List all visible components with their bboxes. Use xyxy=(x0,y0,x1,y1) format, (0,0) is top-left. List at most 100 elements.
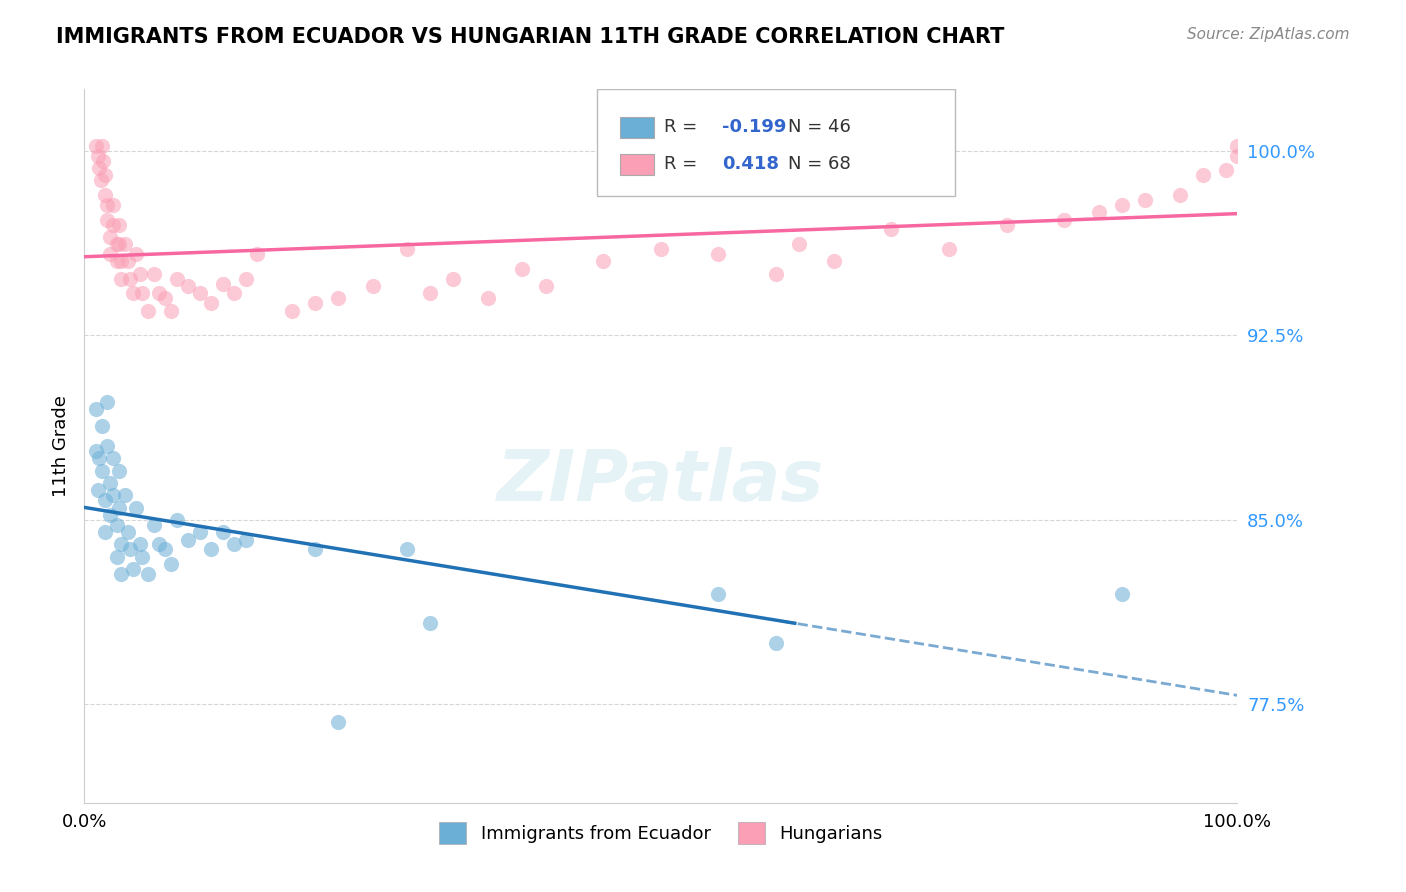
Point xyxy=(125,500,148,515)
Point xyxy=(96,198,118,212)
Point xyxy=(94,525,117,540)
Text: Source: ZipAtlas.com: Source: ZipAtlas.com xyxy=(1187,27,1350,42)
Point xyxy=(153,291,176,305)
Text: 0.418: 0.418 xyxy=(721,155,779,173)
Point xyxy=(121,562,143,576)
Point xyxy=(1226,138,1249,153)
Point xyxy=(103,451,124,466)
Point xyxy=(89,451,111,466)
Point xyxy=(650,242,672,256)
Point xyxy=(103,218,124,232)
Point xyxy=(224,286,246,301)
Point xyxy=(1215,163,1237,178)
Point xyxy=(326,291,349,305)
Point xyxy=(136,303,159,318)
Point xyxy=(361,279,384,293)
Point xyxy=(1168,188,1191,202)
Point xyxy=(823,254,845,268)
Point xyxy=(105,549,128,564)
Text: N = 68: N = 68 xyxy=(787,155,851,173)
Point xyxy=(166,513,188,527)
Point xyxy=(1226,148,1249,162)
Point xyxy=(87,483,110,498)
Point xyxy=(110,537,132,551)
Y-axis label: 11th Grade: 11th Grade xyxy=(52,395,70,497)
Point xyxy=(105,254,128,268)
Point xyxy=(148,286,170,301)
Point xyxy=(121,286,143,301)
Point xyxy=(98,508,121,522)
Point xyxy=(200,542,222,557)
Point xyxy=(84,402,107,417)
Point xyxy=(304,296,326,310)
FancyBboxPatch shape xyxy=(620,117,654,137)
Point xyxy=(87,148,110,162)
Point xyxy=(110,254,132,268)
Point xyxy=(103,488,124,502)
Point xyxy=(396,542,419,557)
Point xyxy=(787,237,810,252)
Point xyxy=(1133,193,1156,207)
Point xyxy=(592,254,614,268)
Point xyxy=(103,198,124,212)
Point xyxy=(1053,212,1076,227)
Point xyxy=(110,271,132,285)
Point xyxy=(120,542,142,557)
Point xyxy=(98,230,121,244)
FancyBboxPatch shape xyxy=(620,154,654,175)
Point xyxy=(128,267,150,281)
Point xyxy=(142,517,165,532)
Point xyxy=(98,475,121,490)
Point xyxy=(94,493,117,508)
Point xyxy=(94,188,117,202)
Point xyxy=(136,566,159,581)
Point xyxy=(200,296,222,310)
Point xyxy=(148,537,170,551)
Point xyxy=(96,212,118,227)
Point xyxy=(96,439,118,453)
Point xyxy=(938,242,960,256)
Point xyxy=(90,464,112,478)
Point xyxy=(117,525,139,540)
Point xyxy=(153,542,176,557)
Point xyxy=(419,286,441,301)
Point xyxy=(96,394,118,409)
Point xyxy=(177,533,200,547)
Point xyxy=(117,254,139,268)
Point xyxy=(995,218,1018,232)
Point xyxy=(125,247,148,261)
Point xyxy=(128,537,150,551)
Text: IMMIGRANTS FROM ECUADOR VS HUNGARIAN 11TH GRADE CORRELATION CHART: IMMIGRANTS FROM ECUADOR VS HUNGARIAN 11T… xyxy=(56,27,1005,46)
Point xyxy=(707,587,730,601)
Point xyxy=(108,500,131,515)
Point xyxy=(89,161,111,175)
Text: N = 46: N = 46 xyxy=(787,118,851,136)
Point xyxy=(90,138,112,153)
Text: R =: R = xyxy=(664,118,697,136)
Point xyxy=(188,286,211,301)
Text: R =: R = xyxy=(664,155,697,173)
Point xyxy=(765,267,787,281)
Point xyxy=(1111,198,1133,212)
Point xyxy=(131,549,153,564)
Point xyxy=(1088,205,1111,219)
Point xyxy=(84,444,107,458)
Text: ZIPatlas: ZIPatlas xyxy=(498,447,824,516)
Point xyxy=(326,714,349,729)
Point xyxy=(1111,587,1133,601)
Point xyxy=(90,419,112,434)
Point xyxy=(108,464,131,478)
Point xyxy=(224,537,246,551)
Point xyxy=(246,247,269,261)
Legend: Immigrants from Ecuador, Hungarians: Immigrants from Ecuador, Hungarians xyxy=(432,814,890,851)
Text: -0.199: -0.199 xyxy=(721,118,786,136)
Point xyxy=(131,286,153,301)
Point xyxy=(114,237,136,252)
Point xyxy=(441,271,464,285)
Point xyxy=(304,542,326,557)
Point xyxy=(91,153,114,168)
Point xyxy=(166,271,188,285)
Point xyxy=(235,271,257,285)
Point xyxy=(880,222,903,236)
Point xyxy=(108,237,131,252)
